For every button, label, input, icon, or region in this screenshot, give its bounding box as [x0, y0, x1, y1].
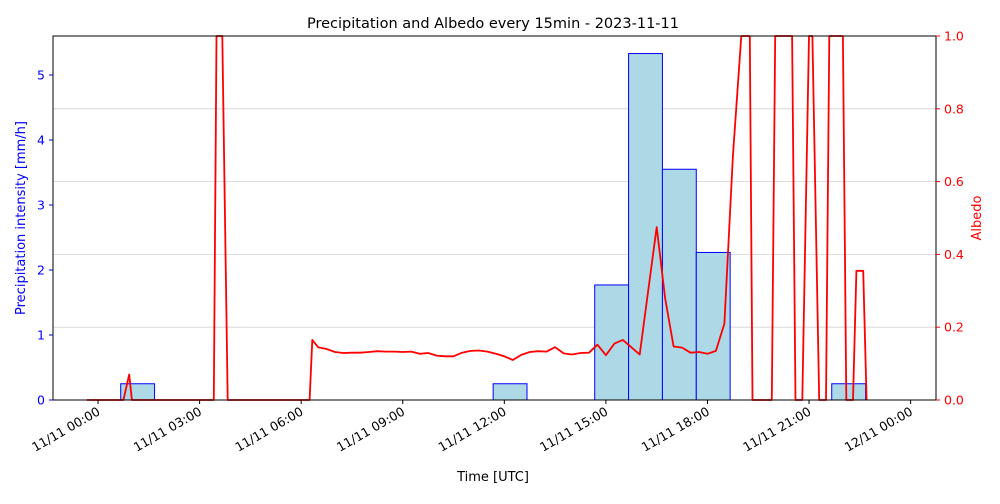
x-tick-label: 11/11 12:00 — [435, 404, 508, 455]
left-tick-label: 5 — [37, 68, 45, 83]
x-axis-label: Time [UTC] — [456, 470, 529, 485]
precipitation-bar — [831, 383, 867, 401]
left-tick-label: 0 — [37, 393, 45, 408]
right-y-axis-label: Albedo — [970, 195, 985, 240]
grid-layer — [53, 108, 936, 328]
bars-layer — [120, 53, 867, 401]
albedo-line-layer — [86, 35, 868, 401]
chart-title: Precipitation and Albedo every 15min - 2… — [307, 16, 679, 32]
x-tick-label: 11/11 09:00 — [334, 404, 407, 455]
x-tick-label: 11/11 18:00 — [639, 404, 712, 455]
x-tick-label: 11/11 00:00 — [29, 404, 102, 455]
right-tick-label: 1.0 — [944, 29, 964, 44]
precipitation-bar — [695, 251, 731, 401]
x-tick-label: 11/11 03:00 — [131, 404, 204, 455]
precipitation-bar — [594, 284, 630, 401]
plot-frame — [52, 35, 937, 401]
right-tick-label: 0.0 — [944, 393, 964, 408]
left-y-axis: 0 1 2 3 4 5 — [37, 68, 53, 408]
x-tick-label: 12/11 00:00 — [842, 404, 915, 455]
right-tick-label: 0.4 — [944, 247, 964, 262]
albedo-series-line — [86, 35, 868, 401]
x-tick-label: 11/11 21:00 — [740, 404, 813, 455]
x-axis: 11/11 00:00 11/11 03:00 11/11 06:00 11/11 0… — [29, 400, 915, 455]
right-tick-label: 0.8 — [944, 101, 964, 116]
precipitation-bar — [661, 168, 697, 401]
left-tick-label: 4 — [37, 133, 45, 148]
left-tick-label: 3 — [37, 198, 45, 213]
left-tick-label: 1 — [37, 328, 45, 343]
right-tick-label: 0.6 — [944, 174, 964, 189]
x-tick-label: 11/11 06:00 — [232, 404, 305, 455]
left-tick-label: 2 — [37, 263, 45, 278]
precipitation-bar — [492, 383, 528, 401]
x-tick-label: 11/11 15:00 — [537, 404, 610, 455]
left-y-axis-label: Precipitation intensity [mm/h] — [14, 121, 29, 315]
right-y-axis: 0.0 0.2 0.4 0.6 0.8 1.0 — [936, 29, 964, 408]
right-tick-label: 0.2 — [944, 320, 964, 335]
